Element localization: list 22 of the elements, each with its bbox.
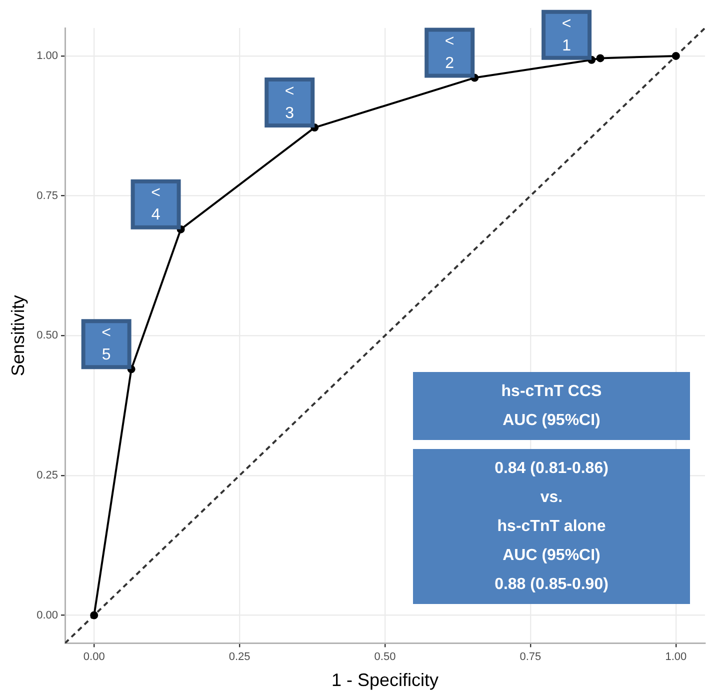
y-tick-label: 0.25 [36, 469, 58, 482]
y-tick-label: 1.00 [36, 50, 58, 62]
x-tick-label: 0.00 [83, 650, 105, 663]
x-tick-label: 0.25 [228, 650, 250, 663]
point [596, 54, 604, 62]
x-tick-label: 0.50 [374, 650, 396, 663]
annotation: < 1 [562, 15, 572, 54]
note-box: 0.84 (0.81-0.86) vs. hs-cTnT alone AUC (95%CI) 0.88 (0.85-0.90) [413, 449, 690, 604]
point [672, 52, 680, 60]
x-tick-label: 0.75 [520, 650, 542, 663]
point [90, 611, 98, 620]
annotation: < 2 [444, 33, 454, 72]
x-tick-label: 1.00 [665, 650, 687, 663]
y-tick-label: 0.50 [36, 330, 58, 342]
y-tick-label: 0.75 [36, 190, 58, 202]
annotation: < 5 [102, 324, 112, 364]
note-box: hs-cTnT CCS AUC (95%CI) [413, 372, 690, 440]
y-tick-label: 0.00 [36, 609, 58, 622]
x-axis-title: 1 - Specificity [331, 670, 439, 690]
annotation: < 3 [284, 82, 294, 122]
annotation: < 4 [151, 184, 160, 224]
y-axis-title: Sensitivity [8, 295, 28, 376]
